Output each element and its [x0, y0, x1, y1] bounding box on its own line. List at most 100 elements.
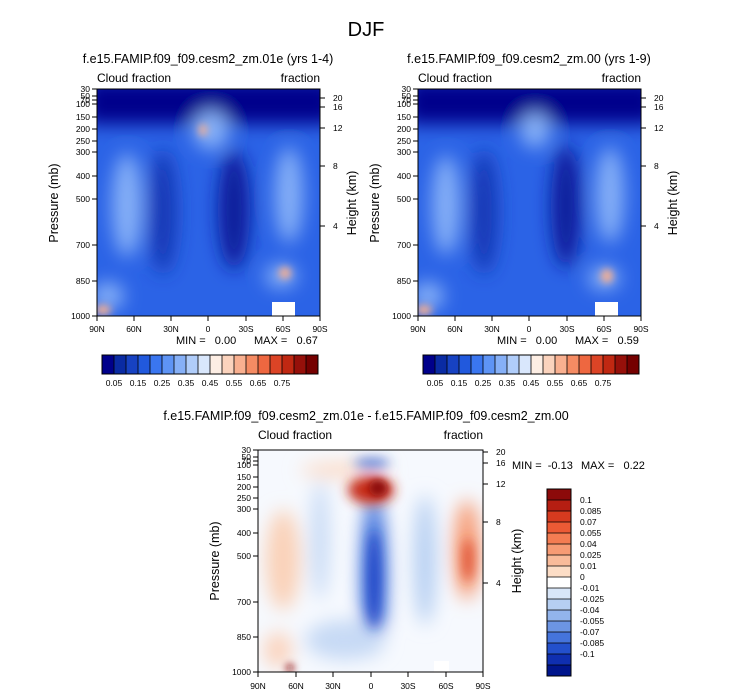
height-tick-label: 8	[333, 161, 338, 171]
colorbar-swatch	[547, 544, 571, 555]
heatmap-tropopause-negative	[354, 459, 390, 467]
colorbar-swatch	[459, 355, 471, 374]
heatmap-polar-peak	[286, 664, 294, 672]
y-tick-label: 50	[402, 91, 412, 101]
y-tick-label: 100	[397, 99, 411, 109]
colorbar-swatch	[615, 355, 627, 374]
y-tick-label: 1000	[392, 311, 411, 321]
colorbar-swatch	[547, 489, 571, 500]
colorbar-swatches	[423, 355, 639, 374]
height-tick-label: 4	[496, 578, 501, 588]
y-tick-label: 300	[237, 504, 251, 514]
x-tick-label: 60N	[126, 324, 142, 334]
y-tick-label: 70	[402, 95, 412, 105]
y-tick-label: 500	[397, 194, 411, 204]
x-tick-label: 60N	[447, 324, 463, 334]
colorbar-label: 0.25	[154, 378, 171, 388]
height-tick-label: 20	[333, 93, 343, 103]
colorbar-label: 0.35	[499, 378, 516, 388]
x-tick-label: 60N	[288, 681, 304, 691]
panel-c-y-axis: 30 50 70 100 150 200 250 300 400 500 700…	[208, 445, 258, 677]
panel-b-y-axis-title: Pressure (mb)	[368, 163, 382, 242]
colorbar-swatch	[294, 355, 306, 374]
colorbar-swatch	[519, 355, 531, 374]
colorbar-swatch	[471, 355, 483, 374]
panel-b: f.e15.FAMIP.f09_f09.cesm2_zm.00 (yrs 1-9…	[368, 52, 680, 388]
y-tick-label: 200	[397, 124, 411, 134]
y-tick-label: 500	[237, 551, 251, 561]
colorbar-swatch	[435, 355, 447, 374]
colorbar-label: 0.45	[523, 378, 540, 388]
heatmap-deep-minimum	[218, 150, 250, 270]
y-tick-label: 1000	[232, 667, 251, 677]
heatmap-lowcloud-nh	[97, 282, 124, 310]
colorbar-swatch	[126, 355, 138, 374]
colorbar-swatch	[138, 355, 150, 374]
colorbar-frame	[422, 354, 640, 375]
colorbar-label: -0.07	[580, 627, 600, 637]
colorbar-swatch	[162, 355, 174, 374]
x-tick-label: 90S	[475, 681, 490, 691]
y-tick-label: 1000	[71, 311, 90, 321]
heatmap-missing-data	[272, 302, 295, 316]
colorbar-label: -0.025	[580, 594, 604, 604]
colorbar-label: 0.55	[547, 378, 564, 388]
colorbar-swatch	[547, 665, 571, 676]
heatmap-anvil-peak	[199, 124, 207, 136]
y-tick-label: 700	[237, 597, 251, 607]
colorbar-swatch	[547, 511, 571, 522]
y-tick-label: 300	[76, 147, 90, 157]
colorbar-swatch	[579, 355, 591, 374]
height-tick-label: 20	[496, 447, 506, 457]
colorbar-swatch	[246, 355, 258, 374]
colorbar-label: 0.15	[451, 378, 468, 388]
colorbar-label: 0.65	[571, 378, 588, 388]
colorbar-swatch	[150, 355, 162, 374]
heatmap-negative-core	[368, 530, 380, 630]
heatmap-cloud-column-nh	[112, 153, 142, 257]
heatmap-negative-sh-column	[414, 495, 436, 625]
colorbar-label: 0.75	[274, 378, 291, 388]
colorbar-label: 0.025	[580, 550, 602, 560]
y-tick-label: 70	[81, 95, 91, 105]
colorbar-swatch	[591, 355, 603, 374]
height-tick-label: 16	[654, 102, 664, 112]
y-tick-label: 30	[81, 84, 91, 94]
panel-b-max: MAX = 0.59	[575, 335, 639, 347]
height-tick-label: 16	[496, 458, 506, 468]
heatmap-negative-nh-column	[311, 480, 329, 600]
x-tick-label: 30N	[163, 324, 179, 334]
panel-c-y-axis-title: Pressure (mb)	[208, 521, 222, 600]
panel-b-left-label: Cloud fraction	[418, 71, 492, 85]
colorbar-label: 0.35	[178, 378, 195, 388]
height-tick-label: 8	[654, 161, 659, 171]
colorbar-swatch	[258, 355, 270, 374]
colorbar-label: 0.085	[580, 506, 602, 516]
heatmap-stratocumulus-peak	[601, 269, 613, 283]
panel-a-title: f.e15.FAMIP.f09_f09.cesm2_zm.01e (yrs 1-…	[83, 52, 334, 66]
colorbar-label: 0.45	[202, 378, 219, 388]
panel-b-x-axis: 90N 60N 30N 0 30S 60S 90S	[410, 316, 649, 334]
colorbar-swatch	[547, 555, 571, 566]
colorbar-swatch	[547, 533, 571, 544]
heatmap-stratocumulus-peak	[279, 267, 291, 279]
colorbar-label: 0.055	[580, 528, 602, 538]
x-tick-label: 60S	[596, 324, 611, 334]
colorbar-label: 0.65	[250, 378, 267, 388]
y-tick-label: 50	[242, 452, 252, 462]
panel-a-x-axis: 90N 60N 30N 0 30S 60S 90S	[89, 316, 328, 334]
panel-a-left-label: Cloud fraction	[97, 71, 171, 85]
colorbar-label: 0.05	[106, 378, 123, 388]
colorbar-swatch	[547, 610, 571, 621]
colorbar-label: 0.01	[580, 561, 597, 571]
x-tick-label: 0	[527, 324, 532, 334]
heatmap-missing-data	[595, 302, 618, 316]
heatmap-positive-nh-column	[266, 510, 300, 610]
height-tick-label: 4	[333, 221, 338, 231]
x-tick-label: 90N	[89, 324, 105, 334]
panel-c-heatmap	[258, 450, 483, 672]
panel-b-heatmap	[418, 89, 641, 316]
colorbar-swatch	[282, 355, 294, 374]
y-tick-label: 250	[397, 136, 411, 146]
colorbar-swatch	[547, 588, 571, 599]
